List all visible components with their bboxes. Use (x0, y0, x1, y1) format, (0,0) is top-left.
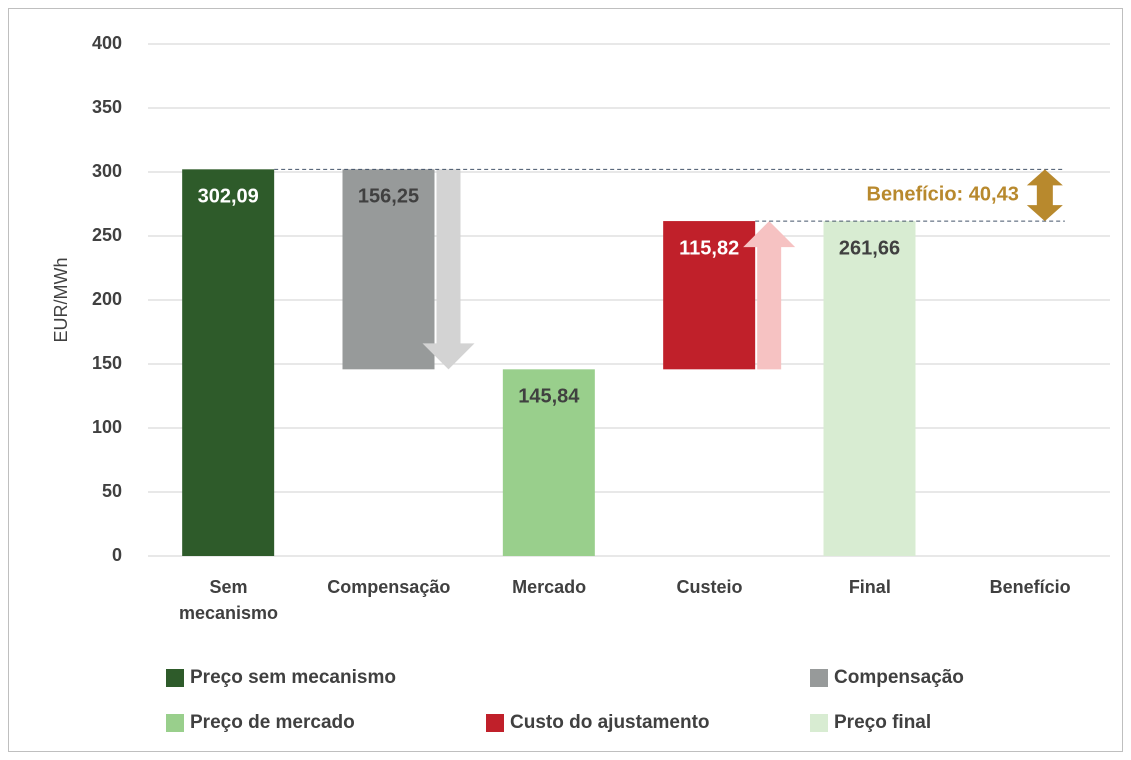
x-tick-label: Mercado (469, 574, 630, 600)
x-tick-text: Custeio (676, 577, 743, 597)
legend-label: Compensação (834, 667, 964, 688)
legend-swatch (166, 669, 184, 687)
y-tick-label: 150 (92, 353, 122, 373)
legend-label: Preço sem mecanismo (190, 667, 396, 688)
y-tick-label: 100 (92, 417, 122, 437)
bar (342, 169, 435, 370)
y-axis-title: EUR/MWh (51, 258, 71, 343)
x-tick-label: Benefício (950, 574, 1111, 600)
legend-label: Preço de mercado (190, 712, 355, 733)
y-tick-label: 250 (92, 225, 122, 245)
data-label: 145,84 (518, 386, 580, 408)
legend-label: Custo do ajustamento (510, 712, 710, 733)
x-tick-text: Benefício (989, 577, 1071, 597)
y-tick-label: 300 (92, 161, 122, 181)
change-arrow (422, 169, 475, 370)
legend-swatch (166, 714, 184, 732)
bar (502, 369, 595, 556)
y-tick-label: 50 (102, 481, 122, 501)
change-arrow (743, 221, 796, 370)
bar (182, 169, 275, 556)
data-label: 302,09 (198, 186, 259, 208)
benefit-arrow (1026, 169, 1063, 222)
frame (8, 8, 1123, 752)
data-label: 115,82 (679, 237, 739, 259)
x-tick-label: Final (789, 574, 950, 600)
annotation: Benefício: 40,43 (867, 183, 1019, 205)
legend-swatch (486, 714, 504, 732)
bar (823, 221, 916, 556)
x-tick-label: Sem mecanismo (148, 574, 309, 626)
bar (663, 221, 756, 370)
data-label: 156,25 (358, 186, 419, 208)
x-tick-text: Mercado (512, 577, 587, 597)
data-label: 261,66 (839, 237, 900, 259)
y-tick-label: 200 (92, 289, 122, 309)
legend-swatch (810, 714, 828, 732)
legend-swatch (810, 669, 828, 687)
x-tick-text: Final (848, 577, 891, 597)
y-tick-label: 350 (92, 97, 122, 117)
y-tick-label: 400 (92, 33, 122, 53)
x-tick-text: Compensação (327, 577, 451, 597)
y-tick-label: 0 (112, 545, 122, 565)
legend-label: Preço final (834, 712, 931, 733)
x-tick-text: Sem mecanismo (178, 577, 279, 623)
x-tick-label: Custeio (629, 574, 790, 600)
x-tick-label: Compensação (308, 574, 469, 600)
